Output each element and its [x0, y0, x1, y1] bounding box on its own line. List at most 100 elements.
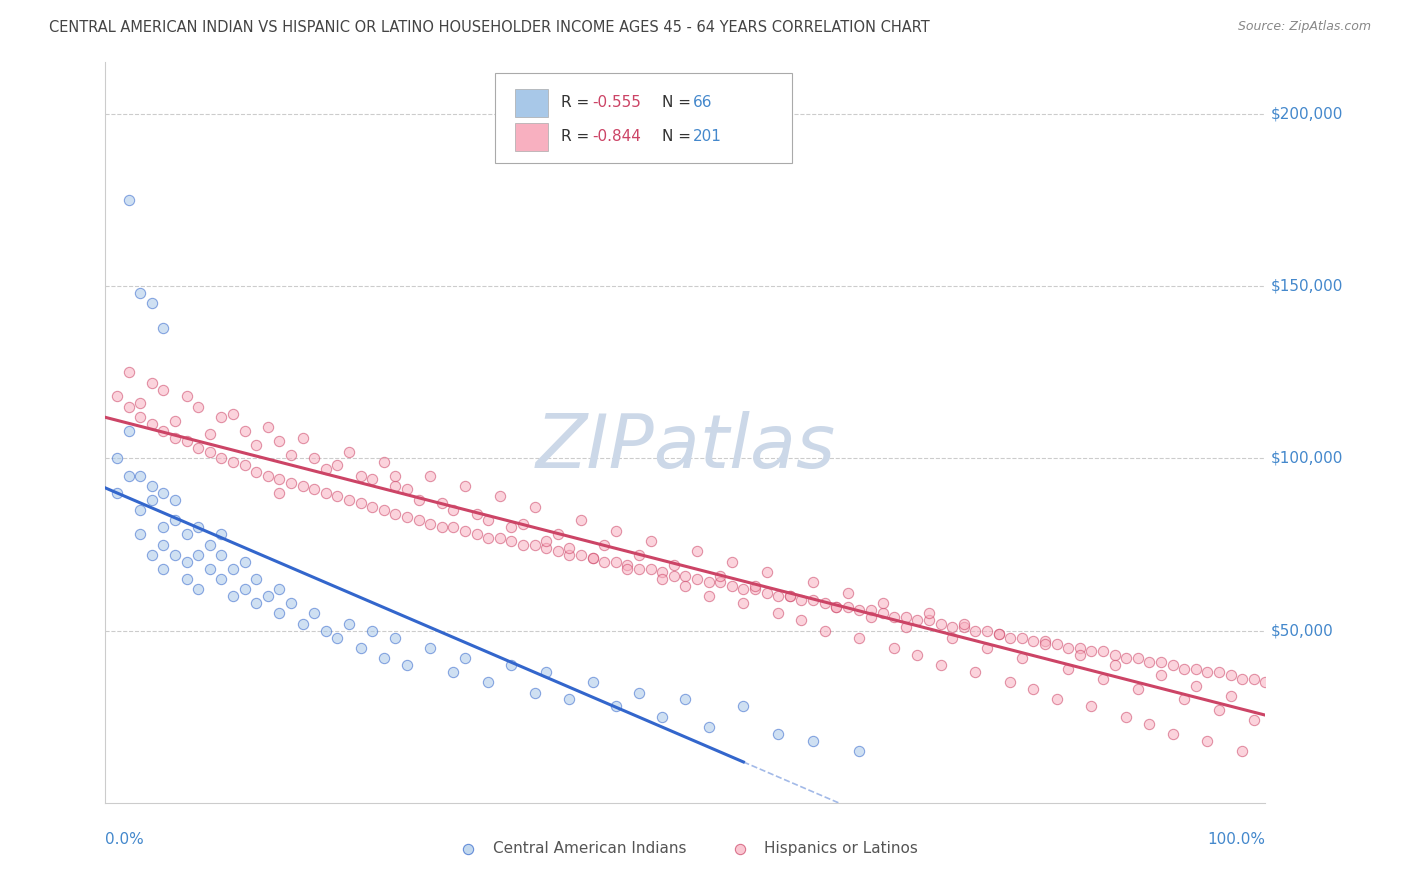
Point	[1092, 672, 1115, 686]
Point	[129, 396, 152, 410]
Point	[198, 537, 221, 551]
Point	[1080, 644, 1102, 658]
Point	[640, 534, 662, 549]
Point	[304, 607, 326, 621]
Point	[176, 555, 198, 569]
Point	[790, 592, 813, 607]
Point	[489, 531, 512, 545]
Point	[419, 516, 441, 531]
Point	[837, 586, 859, 600]
Point	[304, 451, 326, 466]
Point	[1197, 734, 1219, 748]
Point	[813, 596, 835, 610]
Point	[1208, 665, 1230, 679]
Point	[1139, 655, 1161, 669]
Point	[605, 524, 627, 538]
Point	[1033, 634, 1056, 648]
Point	[593, 555, 616, 569]
Point	[697, 575, 720, 590]
Point	[1022, 634, 1045, 648]
Point	[976, 640, 998, 655]
Legend: Central American Indians, Hispanics or Latinos: Central American Indians, Hispanics or L…	[447, 835, 924, 862]
Point	[651, 709, 673, 723]
Point	[512, 516, 534, 531]
Text: CENTRAL AMERICAN INDIAN VS HISPANIC OR LATINO HOUSEHOLDER INCOME AGES 45 - 64 YE: CENTRAL AMERICAN INDIAN VS HISPANIC OR L…	[49, 20, 929, 35]
Point	[801, 734, 824, 748]
Point	[929, 616, 952, 631]
Text: N =: N =	[662, 95, 696, 111]
Point	[825, 599, 848, 614]
Point	[152, 537, 174, 551]
Text: ZIPatlas: ZIPatlas	[536, 411, 835, 483]
Point	[361, 500, 384, 514]
Point	[291, 616, 314, 631]
Point	[628, 548, 651, 562]
Point	[105, 451, 128, 466]
Point	[141, 548, 163, 562]
Point	[245, 465, 267, 479]
Point	[269, 582, 291, 597]
Point	[860, 603, 883, 617]
Point	[118, 468, 141, 483]
Point	[501, 658, 523, 673]
Point	[1069, 648, 1091, 662]
Point	[929, 658, 952, 673]
Point	[141, 376, 163, 390]
Point	[118, 424, 141, 438]
Point	[582, 551, 605, 566]
Text: -0.555: -0.555	[592, 95, 641, 111]
Point	[709, 568, 731, 582]
Point	[907, 648, 929, 662]
Point	[163, 492, 186, 507]
Point	[686, 572, 709, 586]
Point	[245, 438, 267, 452]
Point	[907, 613, 929, 627]
Point	[616, 558, 638, 573]
Point	[1243, 713, 1265, 727]
Point	[534, 534, 557, 549]
Point	[675, 692, 697, 706]
Point	[569, 548, 592, 562]
Point	[860, 610, 883, 624]
Point	[1115, 709, 1137, 723]
Point	[605, 699, 627, 714]
Point	[129, 410, 152, 425]
Point	[315, 624, 337, 638]
Point	[233, 582, 256, 597]
Text: R =: R =	[561, 95, 595, 111]
Point	[187, 441, 209, 455]
Point	[280, 475, 302, 490]
Point	[1080, 699, 1102, 714]
Point	[686, 544, 709, 558]
Point	[1173, 692, 1195, 706]
Point	[1115, 651, 1137, 665]
Point	[326, 458, 349, 473]
Point	[662, 558, 685, 573]
Point	[1150, 668, 1173, 682]
Point	[1011, 631, 1033, 645]
Point	[222, 407, 245, 421]
Point	[211, 572, 233, 586]
Point	[152, 520, 174, 534]
Point	[941, 631, 963, 645]
Point	[257, 589, 280, 603]
Point	[465, 507, 488, 521]
Point	[454, 524, 477, 538]
Point	[801, 575, 824, 590]
Point	[953, 620, 976, 634]
Point	[349, 640, 371, 655]
Point	[489, 489, 512, 503]
Point	[1197, 665, 1219, 679]
Point	[245, 572, 267, 586]
Point	[176, 389, 198, 403]
Point	[547, 544, 569, 558]
Point	[152, 561, 174, 575]
Point	[605, 555, 627, 569]
Point	[558, 692, 581, 706]
Point	[211, 548, 233, 562]
Point	[152, 424, 174, 438]
Point	[768, 727, 790, 741]
Point	[593, 537, 616, 551]
Point	[1045, 692, 1069, 706]
Point	[396, 483, 419, 497]
